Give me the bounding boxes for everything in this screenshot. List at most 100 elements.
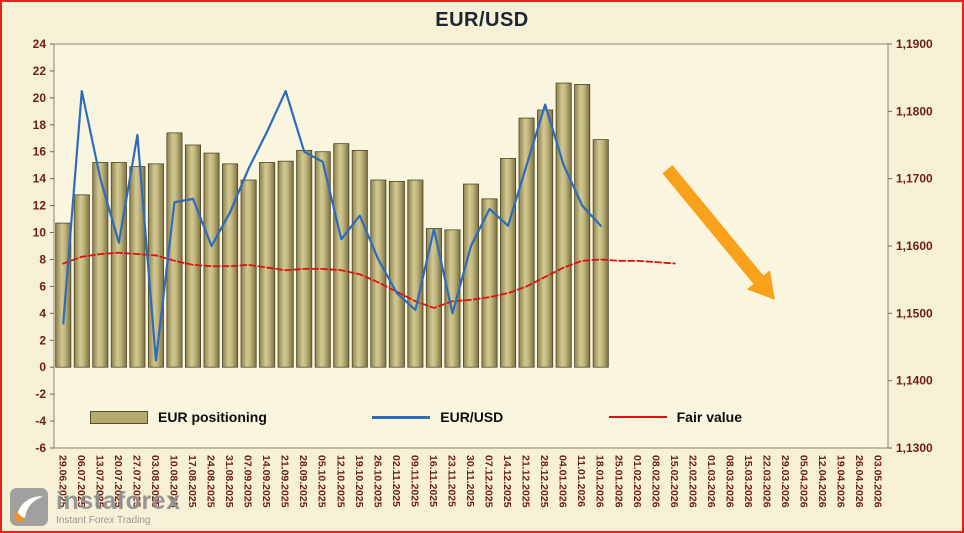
legend-label-fair-value: Fair value [676, 409, 742, 425]
svg-text:1,1600: 1,1600 [896, 239, 933, 253]
svg-text:12: 12 [33, 199, 47, 213]
positioning-bar [518, 117, 535, 368]
legend-item-fair-value: Fair value [608, 409, 742, 425]
positioning-bar [277, 160, 294, 368]
svg-text:16: 16 [33, 145, 47, 159]
svg-text:23.11.2025: 23.11.2025 [445, 455, 457, 507]
svg-text:24.08.2025: 24.08.2025 [205, 455, 217, 508]
positioning-bar [314, 151, 331, 368]
positioning-bar [185, 144, 201, 368]
svg-text:05.10.2025: 05.10.2025 [316, 455, 328, 508]
svg-text:15.03.2026: 15.03.2026 [742, 455, 754, 508]
svg-text:27.07.2025: 27.07.2025 [130, 455, 142, 508]
instaforex-watermark: instaforex Instant Forex Trading [10, 488, 180, 526]
svg-text:1,1500: 1,1500 [896, 306, 933, 320]
svg-text:16.11.2025: 16.11.2025 [427, 455, 439, 507]
legend-label-eur-positioning: EUR positioning [158, 409, 267, 425]
svg-text:21.09.2025: 21.09.2025 [279, 455, 291, 508]
svg-text:07.09.2025: 07.09.2025 [242, 455, 254, 508]
fair-value-line [62, 251, 676, 309]
trend-arrow-head [746, 270, 775, 300]
svg-text:31.08.2025: 31.08.2025 [223, 455, 235, 508]
positioning-bar [240, 179, 257, 368]
svg-text:-4: -4 [35, 414, 46, 428]
svg-text:28.09.2025: 28.09.2025 [297, 455, 309, 508]
svg-text:14.09.2025: 14.09.2025 [260, 455, 272, 508]
svg-text:0: 0 [39, 360, 46, 374]
svg-text:25.01.2026: 25.01.2026 [612, 455, 624, 508]
trend-arrow-shaft [662, 165, 764, 284]
svg-text:18: 18 [33, 118, 47, 132]
right-axis-labels: 1,1900 1,1800 1,1700 1,1600 1,1500 1,1400 1,13… [888, 37, 933, 455]
svg-text:10.08.2025: 10.08.2025 [167, 455, 179, 508]
svg-text:17.08.2025: 17.08.2025 [186, 455, 198, 508]
positioning-bar [55, 222, 72, 368]
svg-text:02.11.2025: 02.11.2025 [390, 455, 402, 507]
svg-text:05.04.2026: 05.04.2026 [798, 455, 810, 508]
legend-label-eurusd: EUR/USD [440, 409, 504, 425]
eurusd-line-swatch [372, 415, 431, 419]
svg-text:1,1400: 1,1400 [896, 374, 933, 388]
svg-text:29.06.2025: 29.06.2025 [56, 455, 68, 508]
svg-text:1,1300: 1,1300 [896, 441, 933, 455]
bar-series-swatch [90, 410, 148, 424]
brand-name: instaforex [56, 486, 181, 515]
trend-arrow [662, 165, 775, 300]
svg-text:08.02.2026: 08.02.2026 [649, 455, 661, 508]
positioning-bar [481, 198, 498, 368]
positioning-bar [203, 152, 220, 368]
svg-text:20.07.2025: 20.07.2025 [112, 455, 124, 508]
svg-text:1,1800: 1,1800 [896, 104, 933, 118]
chart-title: EUR/USD [435, 9, 529, 31]
brand-tagline: Instant Forex Trading [56, 514, 151, 526]
positioning-bar [110, 162, 127, 368]
svg-text:08.03.2026: 08.03.2026 [723, 455, 735, 508]
positioning-bar [370, 179, 387, 368]
svg-text:11.01.2026: 11.01.2026 [575, 455, 587, 507]
svg-text:13.07.2025: 13.07.2025 [93, 455, 105, 508]
x-axis-labels: 29.06.2025 06.07.2025 13.07.2025 20.07.2025… [56, 455, 883, 508]
svg-text:30.11.2025: 30.11.2025 [464, 455, 476, 507]
fair-value-line-swatch [608, 416, 667, 418]
positioning-bar [259, 162, 276, 368]
plot-border [53, 43, 889, 449]
svg-text:29.03.2026: 29.03.2026 [779, 455, 791, 508]
positioning-bar [388, 180, 405, 368]
svg-text:8: 8 [39, 252, 46, 266]
svg-text:1,1700: 1,1700 [896, 172, 933, 186]
svg-text:12.10.2025: 12.10.2025 [334, 455, 346, 508]
svg-text:15.02.2026: 15.02.2026 [668, 455, 680, 508]
svg-text:06.07.2025: 06.07.2025 [75, 455, 87, 508]
svg-text:04.01.2026: 04.01.2026 [557, 455, 569, 508]
svg-text:28.12.2025: 28.12.2025 [538, 455, 550, 508]
svg-text:2: 2 [39, 333, 46, 347]
svg-text:22: 22 [33, 64, 47, 78]
instaforex-logo-icon [10, 488, 48, 526]
svg-text:14: 14 [33, 172, 47, 186]
svg-text:20: 20 [33, 91, 47, 105]
positioning-bar [73, 194, 90, 368]
positioning-bar [555, 82, 572, 368]
svg-text:26.04.2026: 26.04.2026 [853, 455, 865, 508]
svg-text:-6: -6 [35, 441, 46, 455]
positioning-bar [592, 139, 609, 368]
positioning-bar [92, 162, 109, 368]
positioning-bar [537, 109, 554, 368]
svg-text:19.04.2026: 19.04.2026 [835, 455, 847, 508]
legend-item-eur-positioning: EUR positioning [90, 409, 267, 425]
svg-text:18.01.2026: 18.01.2026 [594, 455, 606, 508]
positioning-bar [574, 84, 591, 368]
svg-text:22.02.2026: 22.02.2026 [686, 455, 698, 508]
svg-text:10: 10 [33, 226, 47, 240]
positioning-bar [296, 149, 313, 368]
svg-text:12.04.2026: 12.04.2026 [816, 455, 828, 508]
positioning-bar [500, 158, 517, 368]
svg-text:6: 6 [39, 279, 46, 293]
positioning-bar [444, 229, 461, 368]
watermark-text: instaforex Instant Forex Trading [56, 486, 181, 526]
svg-text:03.08.2025: 03.08.2025 [149, 455, 161, 508]
svg-text:07.12.2025: 07.12.2025 [483, 455, 495, 508]
